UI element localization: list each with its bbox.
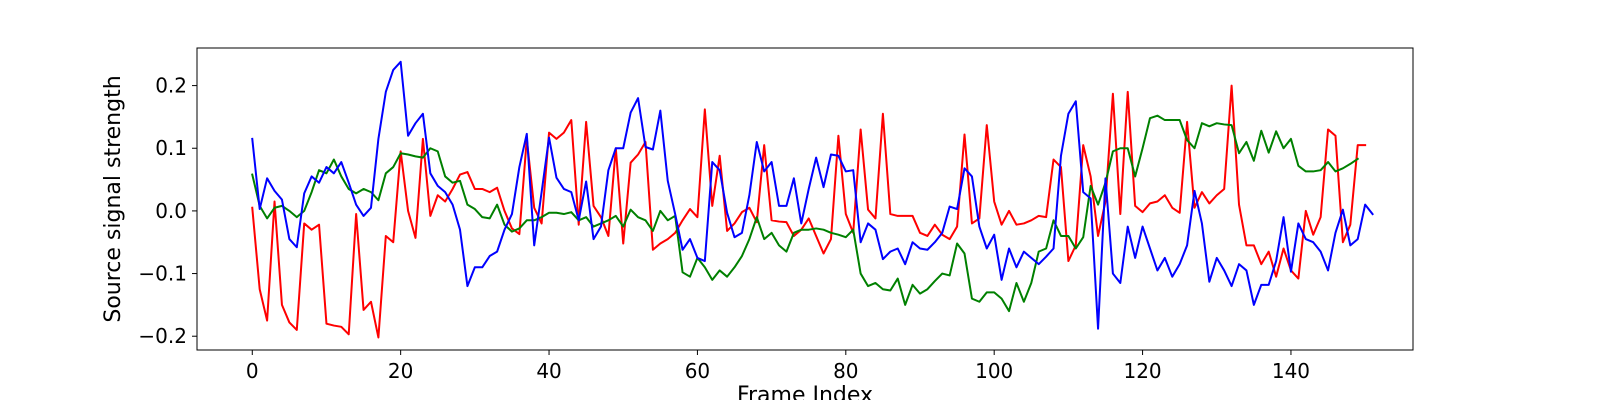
series-layer — [251, 60, 1374, 339]
y-tick-label: 0.1 — [155, 136, 187, 160]
x-tick-label: 0 — [246, 359, 259, 383]
x-tick-label: 60 — [685, 359, 710, 383]
x-tick-label: 40 — [536, 359, 561, 383]
x-axis-label: Frame Index — [737, 383, 873, 400]
x-tick-label: 100 — [975, 359, 1013, 383]
y-tick-label: −0.2 — [138, 324, 187, 348]
y-axis: −0.2 −0.1 0.0 0.1 0.2 — [138, 74, 197, 348]
series-line-2 — [251, 114, 1360, 313]
y-tick-label: 0.0 — [155, 199, 187, 223]
y-tick-label: 0.2 — [155, 74, 187, 98]
x-axis: 0 20 40 60 80 100 120 140 — [246, 350, 1310, 383]
y-axis-label: Source signal strength — [101, 75, 126, 322]
x-tick-label: 120 — [1123, 359, 1161, 383]
x-tick-label: 80 — [833, 359, 858, 383]
plot-frame — [196, 47, 1414, 351]
x-tick-label: 140 — [1272, 359, 1310, 383]
y-tick-label: −0.1 — [138, 262, 187, 286]
x-tick-label: 20 — [388, 359, 413, 383]
series-line-1 — [251, 84, 1367, 339]
series-line-3 — [251, 60, 1374, 330]
